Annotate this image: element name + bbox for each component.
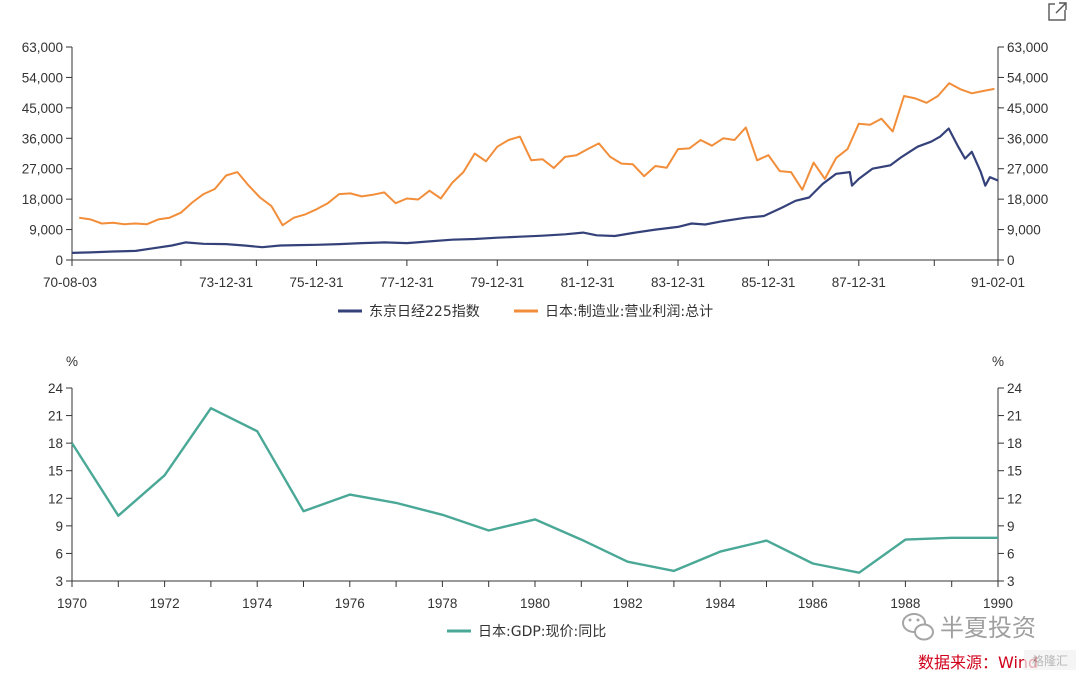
y-tick-label-left: 15	[48, 464, 63, 479]
source-note: 数据来源：Wind	[918, 653, 1038, 672]
y-tick-label-left: 63,000	[22, 40, 63, 55]
y-tick-label-right: 9	[1007, 519, 1015, 534]
series-line-profit	[79, 82, 995, 227]
y-tick-label-left: 3	[55, 574, 63, 589]
y-tick-label-left: 0	[55, 253, 63, 268]
y-tick-label-left: 21	[48, 409, 63, 424]
series-line-gdp	[70, 407, 998, 574]
x-tick-label: 1974	[242, 596, 273, 611]
y-tick-label-right: 24	[1007, 381, 1023, 396]
y-tick-label-right: 9,000	[1007, 223, 1041, 238]
y-tick-label-right: 18	[1007, 436, 1022, 451]
y-tick-label-right: 0	[1007, 253, 1015, 268]
legend-label-gdp: 日本:GDP:现价:同比	[478, 624, 606, 640]
expand-icon[interactable]	[1048, 1, 1067, 21]
y-tick-label-left: 9,000	[29, 223, 63, 238]
y-tick-label-right: 36,000	[1007, 131, 1048, 146]
x-tick-label: 1972	[150, 596, 180, 611]
x-tick-label: 1978	[427, 596, 457, 611]
x-tick-label: 81-12-31	[561, 275, 615, 290]
y-tick-label-left: 27,000	[22, 162, 63, 177]
y-tick-label-right: 54,000	[1007, 70, 1048, 85]
x-tick-label: 91-02-01	[971, 275, 1025, 290]
y-tick-label-left: 9	[55, 519, 63, 534]
x-tick-label: 87-12-31	[832, 275, 886, 290]
x-tick-label: 1970	[57, 596, 87, 611]
corner-logo-text: 格隆汇	[1032, 653, 1068, 668]
y-tick-label-left: 54,000	[22, 70, 63, 85]
watermark-text: 半夏投资	[940, 614, 1036, 642]
legend: 东京日经225指数 日本:制造业:营业利润:总计	[338, 304, 713, 320]
x-tick-label: 1984	[705, 596, 736, 611]
y-tick-label-left: 36,000	[22, 131, 63, 146]
x-tick-label: 70-08-03	[43, 275, 97, 290]
corner-logo: 格隆汇	[1024, 650, 1076, 670]
x-tick-label: 1982	[613, 596, 643, 611]
x-tick-label: 77-12-31	[380, 275, 434, 290]
series-line-nikkei	[71, 127, 999, 254]
y-tick-label-left: 24	[48, 381, 64, 396]
wechat-icon	[902, 613, 934, 641]
y-tick-label-left: 18	[48, 436, 63, 451]
y-tick-label-left: 18,000	[22, 192, 63, 207]
y-tick-label-left: 6	[55, 546, 63, 561]
x-tick-label: 83-12-31	[651, 275, 705, 290]
y-tick-label-right: 12	[1007, 491, 1022, 506]
y-unit-right: %	[992, 354, 1004, 369]
y-tick-label-left: 12	[48, 491, 63, 506]
y-tick-label-right: 63,000	[1007, 40, 1048, 55]
y-tick-label-right: 3	[1007, 574, 1015, 589]
x-tick-label: 1976	[335, 596, 365, 611]
y-tick-label-right: 27,000	[1007, 162, 1048, 177]
y-tick-label-right: 21	[1007, 409, 1022, 424]
legend-label-nikkei: 东京日经225指数	[369, 304, 480, 320]
x-tick-label: 73-12-31	[199, 275, 253, 290]
chart-nikkei-profit: 0 9,000 18,000 27,000 36,000 45,000 54,000 63,0…	[22, 40, 1049, 320]
x-tick-label: 1986	[798, 596, 828, 611]
y-tick-label-right: 18,000	[1007, 192, 1048, 207]
x-tick-label: 1990	[983, 596, 1013, 611]
watermark: 半夏投资	[902, 613, 1036, 642]
x-tick-label: 1980	[520, 596, 550, 611]
y-unit-left: %	[66, 354, 78, 369]
y-tick-label-right: 15	[1007, 464, 1022, 479]
legend-label-profit: 日本:制造业:营业利润:总计	[545, 304, 713, 320]
y-tick-label-right: 45,000	[1007, 101, 1048, 116]
x-tick-label: 85-12-31	[741, 275, 795, 290]
x-tick-label: 75-12-31	[289, 275, 343, 290]
chart-gdp-yoy: % % 3 6 9 12 15 18 21 24 3 6 9 12 15 18 21 24 1970 1972 1974…	[48, 354, 1023, 640]
x-tick-label: 79-12-31	[470, 275, 524, 290]
y-tick-label-left: 45,000	[22, 101, 63, 116]
x-tick-label: 1988	[890, 596, 920, 611]
y-tick-label-right: 6	[1007, 546, 1015, 561]
legend: 日本:GDP:现价:同比	[447, 624, 606, 640]
